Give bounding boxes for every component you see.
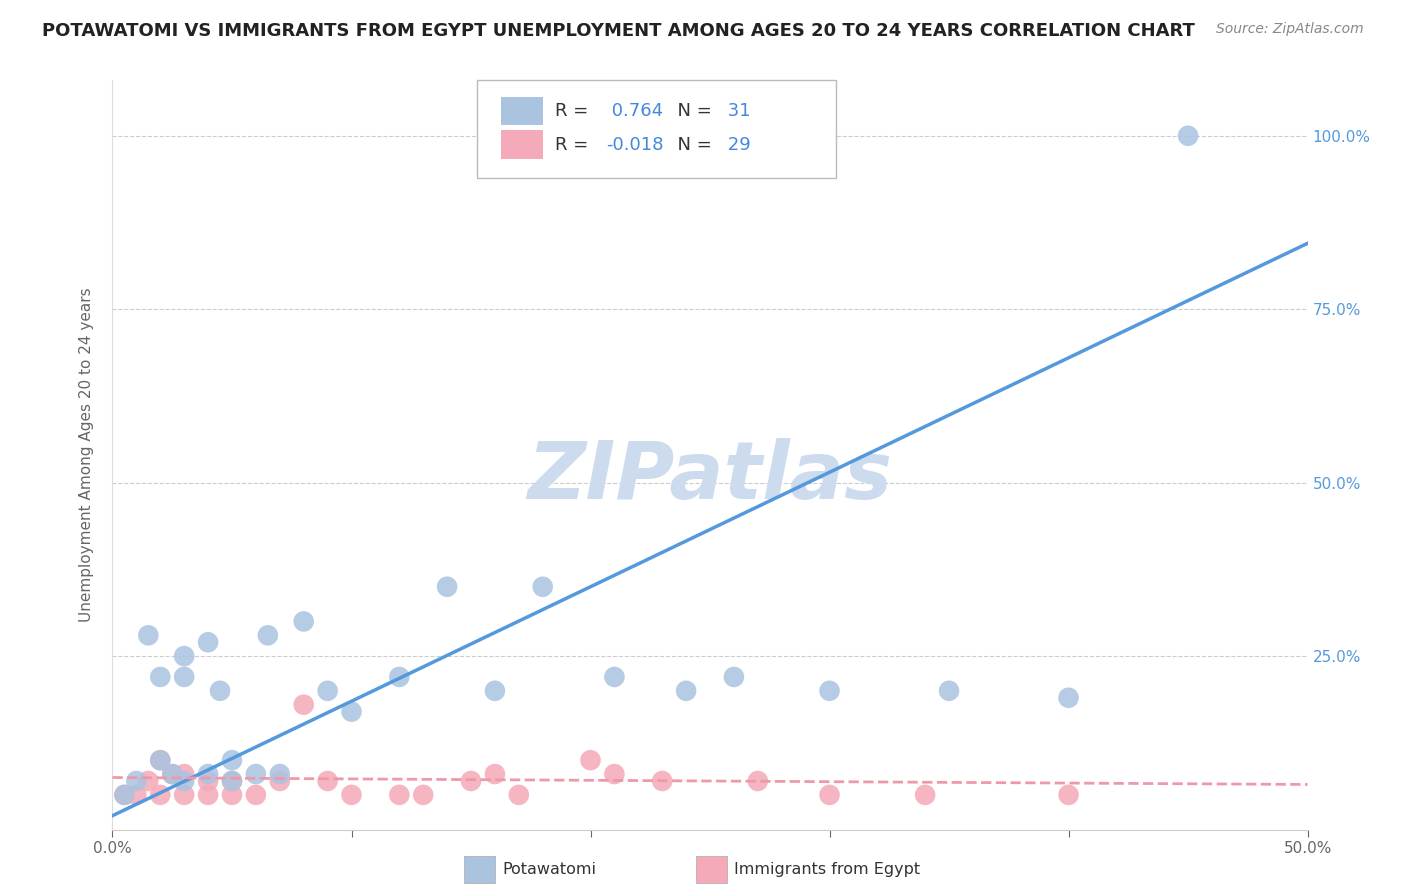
Text: R =: R = [554,136,593,153]
Point [269,767,291,781]
Point [723,670,745,684]
FancyBboxPatch shape [477,80,835,178]
Text: 29: 29 [723,136,751,153]
Point [508,788,530,802]
Point [460,774,482,789]
Text: 31: 31 [723,102,751,120]
Point [484,767,506,781]
Point [221,774,243,789]
Point [675,683,697,698]
Point [914,788,936,802]
Text: POTAWATOMI VS IMMIGRANTS FROM EGYPT UNEMPLOYMENT AMONG AGES 20 TO 24 YEARS CORRE: POTAWATOMI VS IMMIGRANTS FROM EGYPT UNEM… [42,22,1195,40]
Point [114,788,135,802]
Text: Immigrants from Egypt: Immigrants from Egypt [734,863,920,877]
Point [173,670,195,684]
Point [173,788,195,802]
Point [818,788,841,802]
Point [531,580,554,594]
Point [818,683,841,698]
Point [579,753,602,767]
Point [197,635,219,649]
Point [388,788,411,802]
Point [138,774,160,789]
Y-axis label: Unemployment Among Ages 20 to 24 years: Unemployment Among Ages 20 to 24 years [79,287,94,623]
Point [162,767,183,781]
Point [245,788,267,802]
Point [412,788,434,802]
FancyBboxPatch shape [501,130,543,159]
Point [316,774,339,789]
FancyBboxPatch shape [501,96,543,125]
Point [388,670,411,684]
Point [1057,788,1080,802]
Point [484,683,506,698]
Point [197,774,219,789]
Point [747,774,769,789]
Point [173,649,195,664]
Point [173,774,195,789]
Text: Source: ZipAtlas.com: Source: ZipAtlas.com [1216,22,1364,37]
Point [149,788,172,802]
Text: Potawatomi: Potawatomi [502,863,596,877]
Point [340,705,363,719]
Point [114,788,135,802]
Point [603,767,626,781]
Point [149,670,172,684]
Point [197,767,219,781]
Point [173,767,195,781]
Point [149,753,172,767]
Point [125,788,148,802]
Point [603,670,626,684]
Point [292,698,315,712]
Point [221,753,243,767]
Point [149,753,172,767]
Point [125,774,148,789]
Point [1177,128,1199,143]
Point [197,788,219,802]
Text: -0.018: -0.018 [606,136,664,153]
Point [245,767,267,781]
Point [138,628,160,642]
Point [436,580,458,594]
Text: N =: N = [666,136,717,153]
Point [1057,690,1080,705]
Point [316,683,339,698]
Point [651,774,673,789]
Point [221,774,243,789]
Text: N =: N = [666,102,717,120]
Point [269,774,291,789]
Point [340,788,363,802]
Point [257,628,280,642]
Point [209,683,232,698]
Point [221,788,243,802]
Text: ZIPatlas: ZIPatlas [527,438,893,516]
Point [292,615,315,629]
Text: 0.764: 0.764 [606,102,664,120]
Text: R =: R = [554,102,593,120]
Point [938,683,960,698]
Point [162,767,183,781]
